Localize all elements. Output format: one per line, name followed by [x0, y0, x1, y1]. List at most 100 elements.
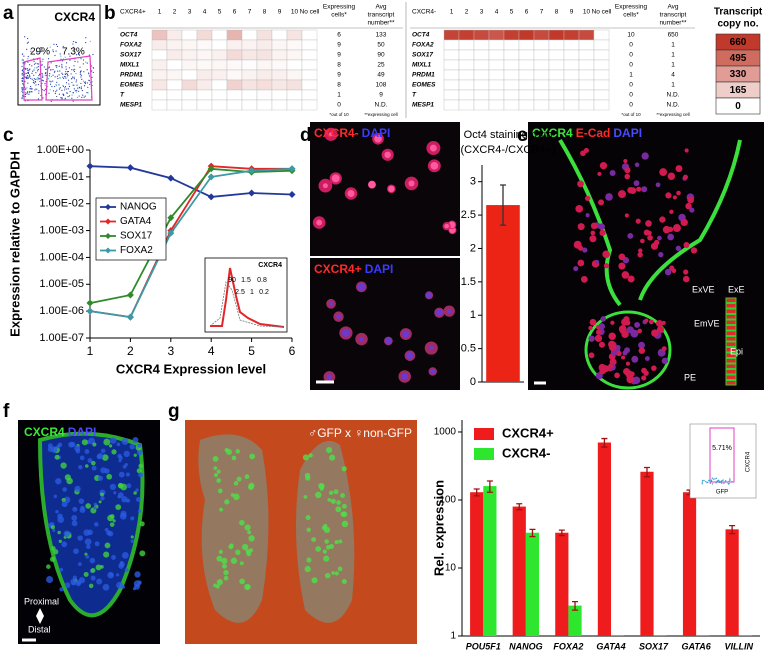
error-bar — [601, 437, 608, 448]
heat-cell — [286, 29, 303, 41]
dot — [55, 66, 58, 68]
dot — [41, 89, 44, 91]
inset-dot — [727, 481, 729, 483]
expressing-count: 0 — [629, 62, 633, 69]
bar — [597, 442, 611, 636]
dot — [52, 74, 54, 76]
column-header: 4 — [203, 9, 207, 16]
stain-labels: CXCR4+ DAPI — [314, 262, 393, 276]
dot — [72, 92, 74, 94]
dot — [21, 79, 23, 82]
dot — [80, 88, 82, 90]
inset-dot — [718, 480, 721, 482]
dot — [38, 75, 40, 77]
stain: E-Cad — [576, 126, 611, 140]
region-label: Epi — [730, 346, 743, 356]
nucleus — [52, 529, 56, 533]
gene: EOMES — [120, 82, 144, 89]
dot — [58, 88, 60, 90]
legend-marker — [105, 218, 111, 225]
nucleus — [88, 583, 94, 589]
dot — [27, 75, 29, 77]
dot — [21, 70, 23, 72]
dot — [89, 40, 91, 42]
inset-gate-label: 5.71% — [712, 445, 732, 452]
heat-cell — [443, 59, 460, 71]
exe-cell — [725, 369, 737, 375]
dot — [32, 80, 35, 82]
nucleus — [580, 150, 586, 157]
gene: OCT4 — [412, 32, 430, 39]
dot — [65, 62, 68, 64]
dot — [63, 77, 65, 80]
heat-cell — [458, 59, 475, 71]
nucleus — [75, 581, 81, 587]
nucleus — [624, 213, 629, 218]
dot — [64, 56, 66, 58]
heat-cell — [211, 89, 228, 101]
nucleus — [610, 320, 615, 325]
heat-cell — [548, 29, 565, 41]
heat-cell — [301, 39, 318, 51]
heat-cell — [443, 39, 460, 51]
nucleus — [61, 501, 68, 508]
nucleus — [384, 337, 392, 345]
nucleus — [684, 148, 689, 153]
heat-cell — [518, 69, 535, 81]
nucleus — [328, 132, 333, 137]
gfp-cell — [233, 481, 239, 486]
dot — [34, 89, 36, 91]
x-axis-label: CXCR4 Expression level — [116, 361, 266, 376]
marker — [126, 164, 134, 172]
column-header: transcript — [368, 12, 395, 19]
dot — [55, 43, 58, 46]
heat-cell — [271, 49, 288, 61]
dot — [25, 92, 27, 94]
inset-dot — [715, 482, 717, 484]
avg-transcript: N.D. — [667, 92, 680, 99]
nucleus — [72, 581, 76, 585]
heat-cell — [151, 29, 168, 41]
dot — [64, 98, 66, 100]
heat-cell — [548, 39, 565, 51]
dot — [62, 45, 64, 48]
dot — [42, 76, 44, 78]
nucleus — [594, 259, 600, 265]
y-tick-label: 1.00E-05 — [39, 278, 84, 290]
nucleus — [631, 355, 639, 363]
gfp-cell — [212, 455, 219, 462]
panel-label: d — [300, 125, 312, 146]
dot — [66, 88, 68, 90]
inset-dot — [725, 481, 727, 483]
nucleus — [109, 522, 115, 527]
dot — [37, 77, 39, 79]
gfp-cell — [341, 466, 347, 472]
dot — [85, 37, 87, 39]
nucleus — [627, 186, 634, 194]
gfp-cell — [311, 537, 317, 543]
nucleus — [90, 575, 96, 581]
avg-transcript: 50 — [377, 42, 385, 49]
avg-transcript: 1 — [671, 52, 675, 59]
x-tick-label: POU5F1 — [466, 641, 501, 651]
heat-cell — [211, 49, 228, 61]
dot — [72, 100, 74, 102]
gfp-cell — [303, 495, 308, 499]
column-header: Avg — [667, 4, 678, 11]
nucleus — [621, 355, 626, 360]
heat-cell — [271, 99, 288, 111]
dot — [75, 54, 78, 56]
gfp-cell — [315, 491, 322, 499]
dot — [86, 69, 88, 71]
axis-label: Distal — [28, 624, 51, 634]
dot — [64, 87, 66, 89]
marker — [248, 189, 256, 197]
gene: PRDM1 — [412, 72, 435, 79]
dot — [76, 89, 78, 92]
error-bar — [558, 529, 565, 537]
dot — [54, 76, 56, 78]
heat-cell — [578, 99, 595, 111]
gfp-cell — [334, 571, 339, 576]
dot — [48, 92, 50, 94]
dot — [64, 89, 66, 91]
